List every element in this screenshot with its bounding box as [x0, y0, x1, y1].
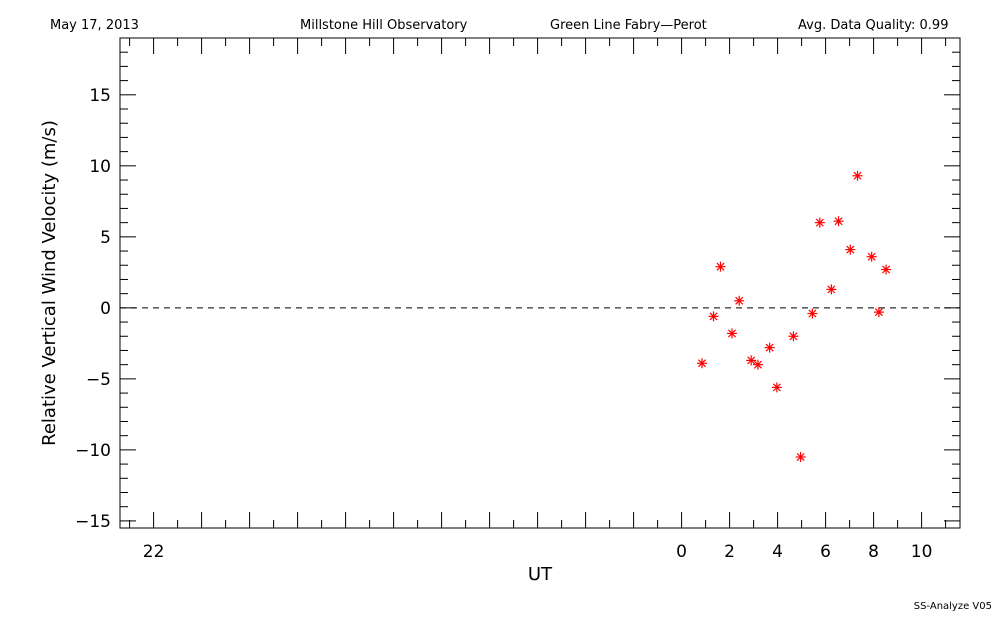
- plot-frame: [119, 37, 961, 529]
- y-tick-label: 0: [100, 299, 111, 319]
- data-point: [814, 217, 825, 228]
- data-point: [845, 244, 856, 255]
- x-tick-label: 6: [820, 542, 831, 562]
- header-observatory: Millstone Hill Observatory: [300, 18, 468, 33]
- y-tick-label: 15: [89, 86, 111, 106]
- x-tick-label: 10: [911, 542, 933, 562]
- axis-ticks: [120, 37, 960, 528]
- x-tick-label: 2: [724, 542, 735, 562]
- y-tick-label: 5: [100, 228, 111, 248]
- data-point: [833, 216, 844, 227]
- header-date: May 17, 2013: [50, 18, 139, 33]
- data-point: [734, 295, 745, 306]
- x-axis-label: UT: [528, 564, 553, 585]
- data-point: [764, 342, 775, 353]
- x-tick-labels: 22 0 2 4 6 8 10: [143, 542, 933, 562]
- data-point: [746, 355, 757, 366]
- header-instrument: Green Line Fabry—Perot: [550, 18, 707, 33]
- data-points: [697, 170, 892, 462]
- data-point: [826, 284, 837, 295]
- data-point: [873, 307, 884, 318]
- x-tick-label: 22: [143, 542, 165, 562]
- x-tick-label: 8: [868, 542, 879, 562]
- data-point: [715, 261, 726, 272]
- data-point: [807, 308, 818, 319]
- data-point: [697, 358, 707, 369]
- data-point: [795, 451, 806, 462]
- data-point: [727, 328, 737, 339]
- x-tick-label: 0: [676, 542, 687, 562]
- data-point: [852, 170, 863, 181]
- y-tick-label: −5: [86, 370, 111, 390]
- y-tick-labels: −15 −10 −5 0 5 10 15: [75, 86, 111, 532]
- header-data-quality: Avg. Data Quality: 0.99: [798, 18, 949, 33]
- data-point: [708, 311, 719, 322]
- y-axis-label: Relative Vertical Wind Velocity (m/s): [39, 120, 60, 446]
- data-point: [771, 382, 782, 393]
- y-tick-label: −10: [75, 441, 111, 461]
- software-version: SS-Analyze V05: [913, 601, 992, 612]
- data-point: [752, 359, 763, 370]
- data-point: [788, 331, 799, 342]
- data-point: [881, 264, 892, 275]
- data-point: [866, 251, 877, 262]
- x-tick-label: 4: [772, 542, 783, 562]
- y-tick-label: −15: [75, 512, 111, 532]
- y-tick-label: 10: [89, 157, 111, 177]
